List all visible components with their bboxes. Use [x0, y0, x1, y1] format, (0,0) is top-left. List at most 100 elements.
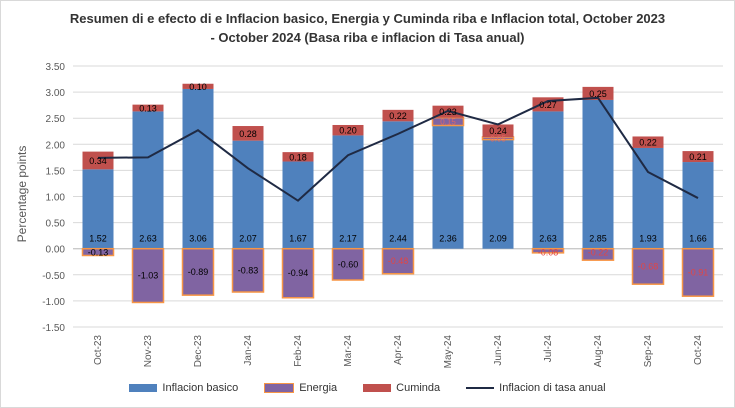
y-tick-label: 1.00 — [46, 193, 66, 204]
data-label-food: 0.34 — [89, 156, 107, 166]
data-label-food: 0.24 — [489, 126, 507, 136]
data-label-energy: -0.13 — [88, 248, 109, 258]
data-label-core: 2.17 — [339, 234, 357, 244]
data-label-food: 0.22 — [639, 138, 657, 148]
x-tick-label: Oct-23 — [93, 335, 104, 365]
bar-core — [582, 99, 614, 249]
legend-swatch-food — [363, 384, 392, 392]
x-tick-label: Sep-24 — [643, 335, 654, 368]
data-label-core: 1.93 — [639, 234, 657, 244]
data-label-energy: 0.15 — [440, 118, 456, 127]
x-tick-label: May-24 — [443, 335, 454, 369]
x-tick-label: Nov-23 — [143, 335, 154, 368]
bar-food — [82, 151, 114, 170]
bar-core — [82, 169, 114, 249]
legend: Inflacion basico Energia Cuminda Inflaci… — [1, 382, 734, 394]
data-label-food: 0.13 — [139, 104, 157, 114]
x-tick-label: Jul-24 — [543, 335, 554, 363]
y-tick-label: 2.00 — [46, 140, 66, 151]
y-tick-label: -1.50 — [42, 323, 65, 334]
axis-layer: 3.50 3.00 2.50 2.00 1.50 1.00 0.50 0.00 -0.50 -1.… — [42, 62, 723, 368]
x-tick-label: Feb-24 — [293, 335, 304, 367]
y-tick-label: 3.50 — [46, 62, 66, 73]
bar-core — [382, 121, 414, 249]
data-label-core: 2.09 — [489, 234, 507, 244]
x-tick-label: Aug-24 — [593, 335, 604, 368]
data-label-core: 1.66 — [689, 234, 707, 244]
data-label-core: 2.44 — [389, 234, 407, 244]
x-tick-label: Jan-24 — [243, 335, 254, 366]
bar-core — [432, 125, 464, 249]
legend-item-core: Inflacion basico — [129, 382, 238, 394]
bar-core — [682, 162, 714, 249]
y-tick-label: -1.00 — [42, 297, 65, 308]
data-label-food: 0.18 — [289, 152, 307, 162]
bar-food — [232, 126, 264, 141]
bar-core — [332, 135, 364, 249]
data-label-core: 2.63 — [139, 234, 157, 244]
bar-energy — [681, 247, 715, 297]
data-label-energy: -1.03 — [138, 271, 159, 281]
line-total-inflation — [97, 96, 699, 202]
data-label-core: 1.67 — [289, 234, 307, 244]
data-label-food: 0.23 — [439, 107, 457, 117]
bar-core — [232, 140, 264, 249]
x-tick-label: Oct-24 — [693, 335, 704, 365]
chart-title-line-1: Resumen di e efecto di e Inflacion basic… — [69, 11, 666, 26]
data-label-core: 2.07 — [239, 234, 257, 244]
bar-layer — [81, 83, 715, 304]
bar-food — [482, 124, 514, 137]
x-tick-label: Dec-23 — [193, 335, 204, 368]
y-tick-label: 0.50 — [46, 219, 66, 230]
data-label-energy: 0.05 — [490, 134, 506, 143]
bar-energy — [231, 247, 265, 293]
bar-core — [532, 111, 564, 249]
data-label-core: 1.52 — [89, 234, 107, 244]
legend-label-food: Cuminda — [396, 382, 441, 394]
data-label-food: 0.22 — [389, 111, 407, 121]
bar-food — [282, 152, 314, 162]
data-label-core: 3.06 — [189, 234, 207, 244]
data-label-core: 2.85 — [589, 234, 607, 244]
y-tick-label: 1.50 — [46, 166, 66, 177]
bar-core — [632, 147, 664, 249]
chart-plot: 3.50 3.00 2.50 2.00 1.50 1.00 0.50 0.00 -0.50 -1.… — [15, 62, 723, 368]
x-tick-label: Jun-24 — [493, 335, 504, 366]
data-label-energy: -0.68 — [638, 261, 659, 271]
legend-swatch-core — [129, 384, 158, 392]
bar-food — [682, 151, 714, 163]
y-tick-label: 3.00 — [46, 88, 66, 99]
bar-energy — [281, 247, 315, 299]
legend-item-food: Cuminda — [363, 382, 440, 394]
legend-swatch-energy — [264, 383, 295, 393]
chart-title-line-2: - October 2024 (Basa riba e inflacion di… — [210, 30, 525, 45]
data-label-energy: -0.22 — [588, 248, 609, 258]
legend-label-core: Inflacion basico — [162, 382, 239, 394]
y-tick-label: -0.50 — [42, 271, 65, 282]
data-label-food: 0.10 — [189, 82, 207, 92]
label-layer: 1.52 -0.13 0.34 2.63 -1.03 0.13 3.06 -0.89 0.10 2… — [88, 82, 709, 281]
bar-food — [382, 109, 414, 122]
x-tick-label: Mar-24 — [343, 335, 354, 367]
legend-item-total: Inflacion di tasa anual — [466, 382, 606, 394]
data-label-food: 0.25 — [589, 89, 607, 99]
y-axis-label: Percentage points — [15, 146, 29, 243]
bar-food — [332, 124, 364, 136]
bar-food — [632, 136, 664, 148]
bar-energy — [331, 247, 365, 281]
y-tick-label: 2.50 — [46, 114, 66, 125]
bar-energy — [181, 247, 215, 296]
bar-core — [182, 88, 214, 249]
bar-food — [132, 104, 164, 112]
legend-label-energy: Energia — [299, 382, 338, 394]
data-label-food: 0.21 — [689, 152, 707, 162]
bar-food — [182, 83, 214, 89]
bar-food — [582, 86, 614, 100]
bar-energy — [631, 247, 665, 285]
data-label-food: 0.28 — [239, 129, 257, 139]
bar-core — [132, 111, 164, 249]
x-tick-label: Apr-24 — [393, 335, 404, 365]
legend-swatch-total — [466, 387, 495, 389]
data-label-energy: -0.08 — [538, 248, 559, 258]
